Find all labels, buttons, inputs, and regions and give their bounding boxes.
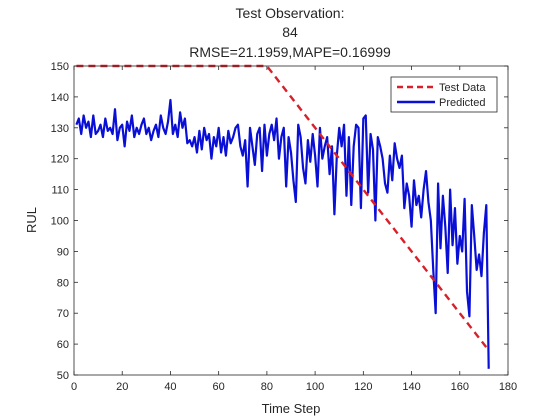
x-tick-label: 0 <box>71 381 77 393</box>
legend-box <box>390 76 498 113</box>
y-tick-label: 130 <box>51 123 69 135</box>
x-tick-label: 180 <box>499 381 517 393</box>
x-tick-label: 60 <box>213 381 225 393</box>
chart-title-line-2: 84 <box>282 24 298 40</box>
chart-title-line-3: RMSE=21.1959,MAPE=0.16999 <box>189 44 391 60</box>
chart-title-line-1: Test Observation: <box>236 5 345 21</box>
legend-label-test-data: Test Data <box>439 82 486 94</box>
y-tick-label: 90 <box>57 246 69 258</box>
x-tick-label: 140 <box>402 381 420 393</box>
y-tick-label: 150 <box>51 61 69 73</box>
y-tick-label: 80 <box>57 277 69 289</box>
x-tick-label: 100 <box>306 381 324 393</box>
series-line-predicted <box>75 98 490 369</box>
legend-label-predicted: Predicted <box>439 97 485 109</box>
x-tick-label: 160 <box>451 381 469 393</box>
x-axis-label: Time Step <box>262 401 321 416</box>
plot-area <box>74 66 508 375</box>
x-tick-label: 20 <box>116 381 128 393</box>
y-tick-label: 110 <box>51 185 69 197</box>
y-tick-label: 100 <box>51 216 69 228</box>
legend: Test Data Predicted <box>390 76 498 113</box>
x-tick-label: 40 <box>164 381 176 393</box>
y-tick-label: 140 <box>51 92 69 104</box>
ticks-layer: 0 20 40 60 80 100 120 140 160 180 50 60 70 80 90 100 110… <box>51 61 518 393</box>
y-axis-label: RUL <box>24 207 39 233</box>
x-tick-label: 120 <box>354 381 372 393</box>
y-tick-label: 50 <box>57 370 69 382</box>
x-tick-label: 80 <box>261 381 273 393</box>
y-tick-label: 60 <box>57 339 69 351</box>
y-tick-label: 70 <box>57 308 69 320</box>
series-layer <box>75 64 490 369</box>
y-tick-label: 120 <box>51 154 69 166</box>
